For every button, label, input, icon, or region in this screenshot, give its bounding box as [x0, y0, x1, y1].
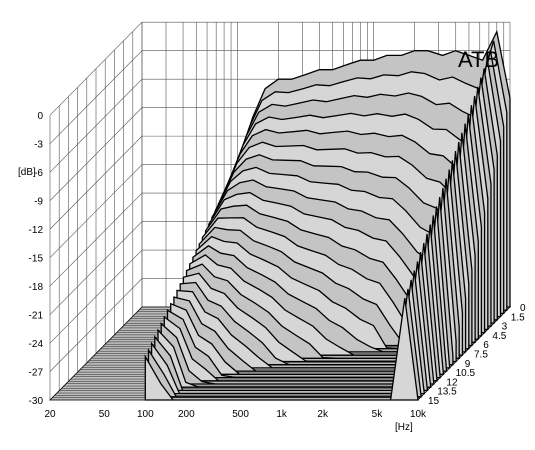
- y-tick-label: -30: [29, 396, 44, 407]
- z-tick-label: 15: [428, 396, 440, 407]
- decay-slice: [144, 298, 419, 401]
- y-tick-label: -3: [34, 140, 43, 151]
- x-tick-label: 10k: [410, 409, 427, 420]
- y-tick-label: -12: [29, 225, 44, 236]
- z-tick-label: 9: [465, 359, 471, 370]
- z-tick-label: 13.5: [437, 387, 457, 398]
- x-tick-label: 50: [99, 409, 111, 420]
- x-tick-label: 20: [44, 409, 56, 420]
- decay-slice: [154, 270, 429, 392]
- z-tick-label: 7.5: [474, 350, 488, 361]
- x-tick-label: 200: [178, 409, 195, 420]
- z-tick-label: 3: [502, 322, 508, 333]
- y-tick-label: -9: [34, 197, 43, 208]
- z-tick-label: 1.5: [511, 312, 525, 323]
- z-tick-label: 0: [520, 303, 526, 314]
- x-tick-label: 5k: [372, 409, 384, 420]
- chart-title: ATB: [458, 47, 499, 72]
- y-tick-label: -6: [34, 168, 43, 179]
- y-tick-label: -15: [29, 254, 44, 265]
- x-tick-label: 1k: [276, 409, 288, 420]
- y-tick-label: -24: [29, 339, 44, 350]
- z-tick-label: 6: [483, 340, 489, 351]
- y-tick-label: -27: [29, 368, 44, 379]
- decay-slice: [150, 279, 426, 395]
- left-wall-grid: [49, 21, 143, 401]
- y-axis-label: [dB]: [18, 167, 36, 178]
- x-tick-label: 2k: [317, 409, 329, 420]
- spectral-slices: [144, 29, 511, 401]
- x-axis-label: [Hz]: [395, 422, 413, 433]
- z-tick-label: 4.5: [492, 331, 506, 342]
- decay-slice: [147, 288, 422, 398]
- x-tick-label: 100: [137, 409, 154, 420]
- y-tick-label: -18: [29, 282, 44, 293]
- y-tick-label: -21: [29, 311, 44, 322]
- z-tick-label: 12: [446, 377, 458, 388]
- x-tick-label: 500: [232, 409, 249, 420]
- y-tick-label: 0: [37, 111, 43, 122]
- z-tick-label: 10.5: [456, 368, 476, 379]
